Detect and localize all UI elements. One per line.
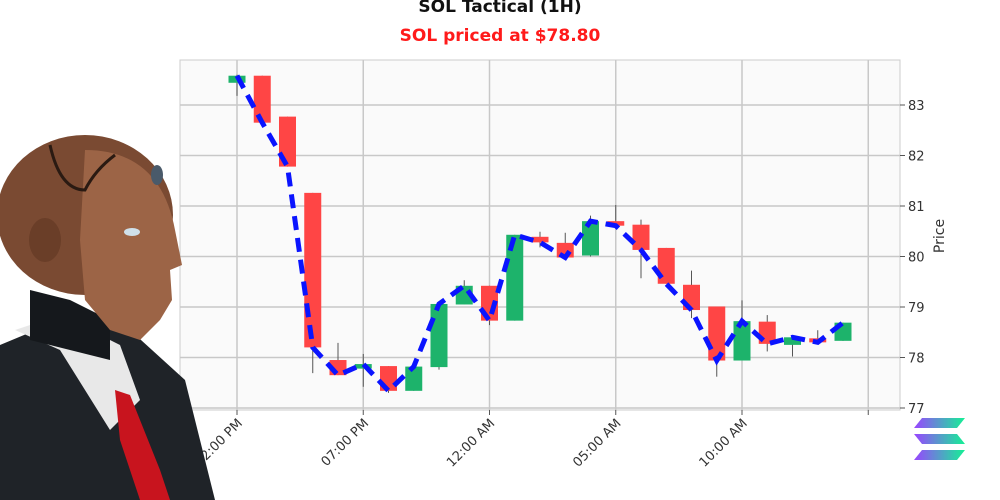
candle	[430, 303, 448, 370]
candle-body-down	[304, 192, 322, 348]
candle	[405, 366, 423, 391]
chart-title: SOL Tactical (1H)	[418, 0, 582, 17]
close-price-line	[234, 74, 845, 395]
x-tick-label: 10:00 AM	[697, 416, 751, 470]
candle-body-up	[784, 337, 801, 345]
x-axis: 02:00 PM 07:00 PM 12:00 AM 05:00 AM 10:00 AM	[192, 410, 869, 470]
candle-body-down	[531, 236, 549, 243]
robot-businessman-icon	[0, 135, 215, 500]
y-tick-label: 83	[908, 99, 925, 114]
solana-logo-icon	[914, 418, 965, 460]
y-tick-label: 79	[908, 301, 925, 316]
candle	[506, 234, 524, 321]
y-tick-label: 81	[908, 200, 925, 215]
candle-body-up	[506, 234, 524, 321]
candle-body-up	[582, 221, 599, 256]
candle-body-down	[632, 224, 650, 250]
x-tick-label: 07:00 PM	[319, 416, 372, 469]
x-tick-label: 12:00 AM	[444, 416, 498, 470]
chart-subtitle: SOL priced at $78.80	[399, 26, 601, 46]
candle-body-down	[253, 75, 271, 123]
candle	[304, 192, 322, 374]
y-tick-label: 78	[908, 352, 925, 367]
y-tick-label: 82	[908, 150, 925, 165]
candle-body-down	[279, 116, 296, 167]
x-tick-label: 05:00 AM	[570, 416, 624, 470]
candle-body-up	[430, 303, 448, 368]
candle	[279, 116, 296, 167]
y-tick-label: 77	[908, 402, 925, 417]
candle-body-up	[733, 321, 751, 361]
candle	[253, 75, 271, 123]
candle-body-up	[405, 366, 423, 391]
y-axis-label: Price	[932, 219, 948, 253]
y-tick-label: 80	[908, 251, 925, 266]
candle-body-down	[708, 306, 726, 361]
y-axis: 77 78 79 80 81 82 83	[900, 99, 925, 417]
candle	[784, 337, 801, 357]
grid	[180, 60, 900, 410]
candle	[733, 300, 751, 361]
